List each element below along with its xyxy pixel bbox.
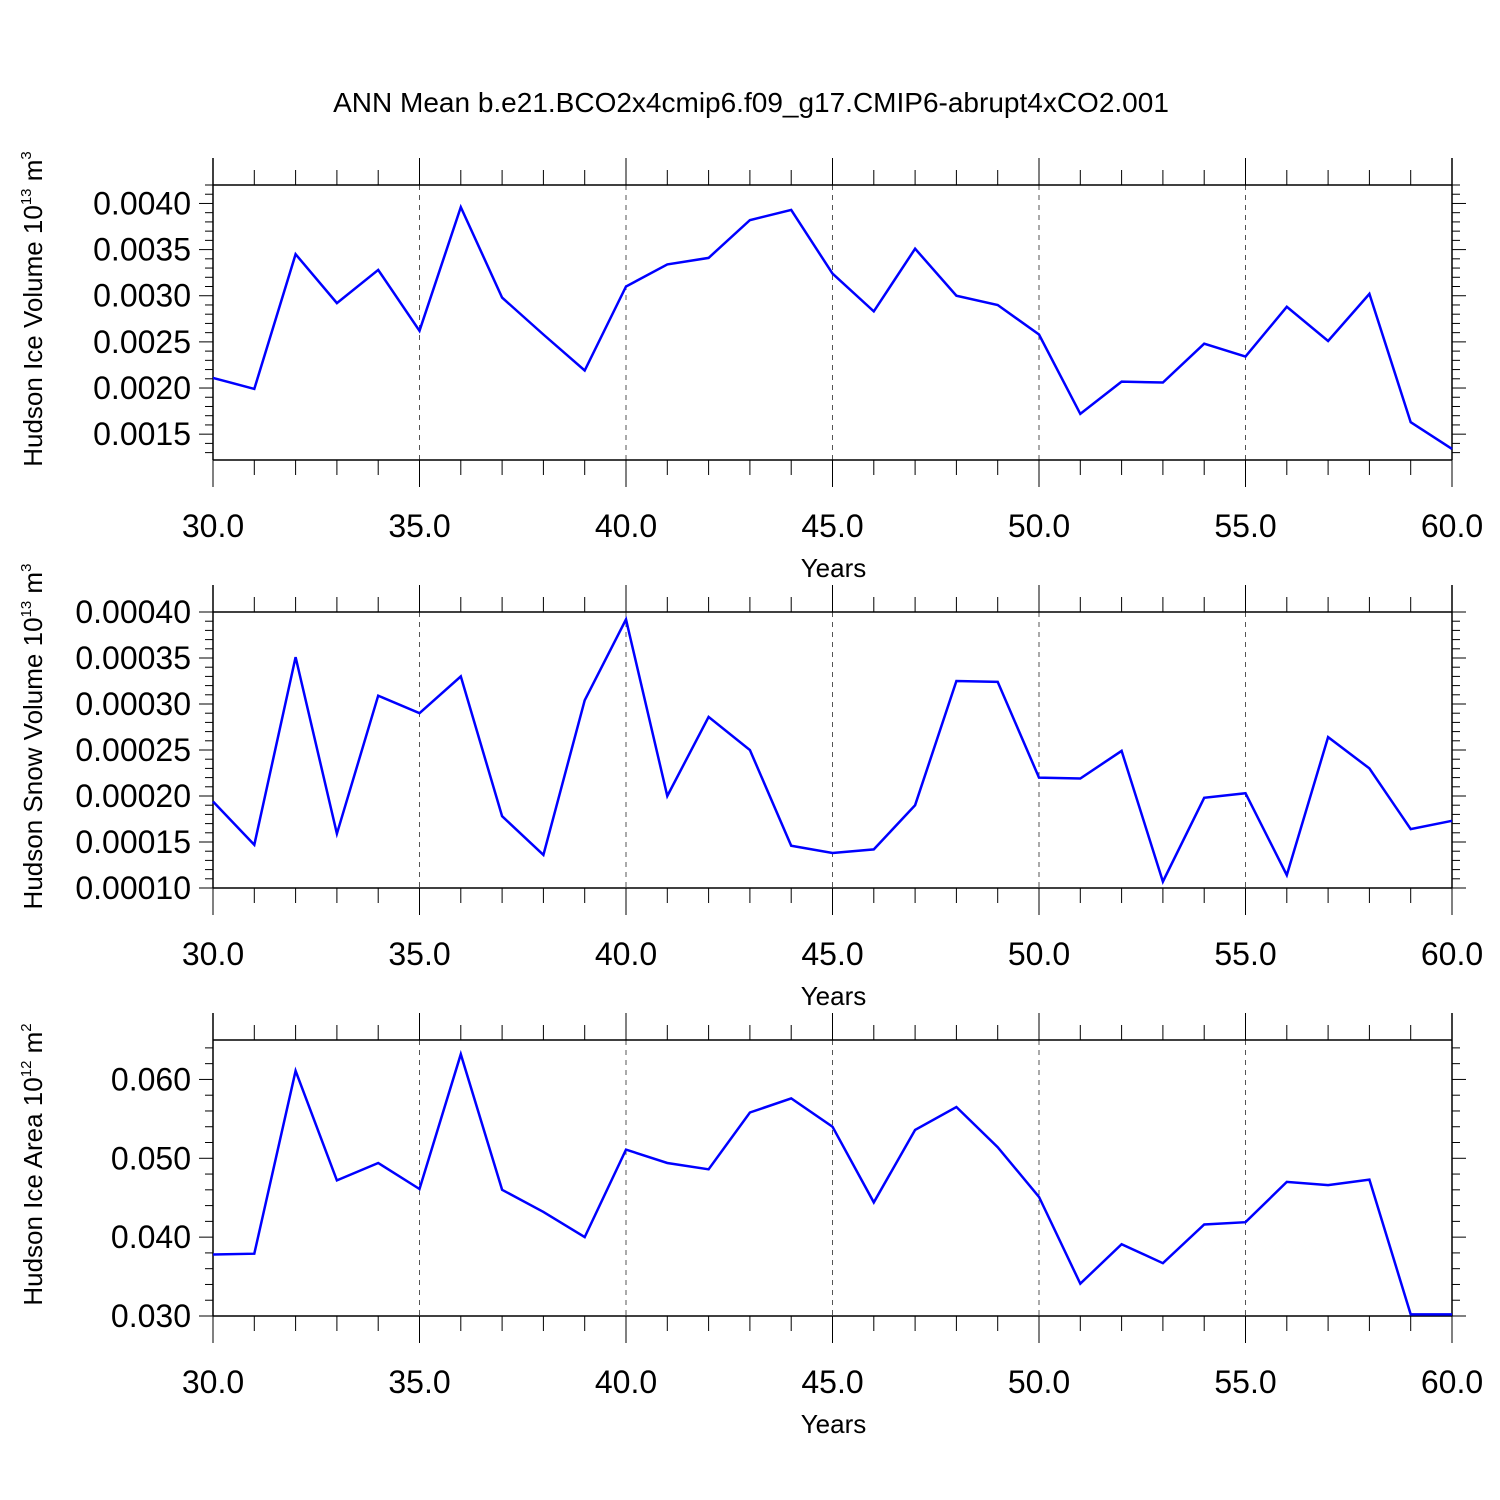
y-tick-label: 0.0030 bbox=[93, 278, 191, 314]
y-tick-label: 0.040 bbox=[111, 1219, 191, 1255]
y-tick-label: 0.0020 bbox=[93, 370, 191, 406]
y-tick-label: 0.0025 bbox=[93, 324, 191, 360]
x-tick-label: 30.0 bbox=[182, 936, 244, 972]
x-tick-label: 35.0 bbox=[388, 936, 450, 972]
x-axis-title: Years bbox=[801, 553, 867, 583]
y-tick-label: 0.00020 bbox=[75, 778, 191, 814]
series-line bbox=[212, 1049, 1452, 1316]
x-tick-label: 45.0 bbox=[801, 508, 863, 544]
x-tick-label: 40.0 bbox=[595, 1364, 657, 1400]
panel-1: 0.0015 0.0020 0.0025 0.0030 0.0035 0.0040 30.0… bbox=[18, 151, 1483, 583]
x-tick-label: 30.0 bbox=[182, 508, 244, 544]
panel-3: 0.030 0.040 0.050 0.060 30.0 35.0 40.0 45.0 50.0… bbox=[18, 1013, 1483, 1439]
x-tick-label: 50.0 bbox=[1008, 936, 1070, 972]
y-tick-label: 0.050 bbox=[111, 1140, 191, 1176]
y-tick-label: 0.00040 bbox=[75, 594, 191, 630]
y-axis-title: Hudson Ice Area 1012 m2 bbox=[18, 1023, 48, 1305]
x-tick-label: 40.0 bbox=[595, 508, 657, 544]
y-tick-label: 0.060 bbox=[111, 1061, 191, 1097]
x-axis-title: Years bbox=[801, 981, 867, 1011]
y-tick-label: 0.00030 bbox=[75, 686, 191, 722]
x-tick-label: 30.0 bbox=[182, 1364, 244, 1400]
y-tick-label: 0.00010 bbox=[75, 870, 191, 906]
x-tick-label: 35.0 bbox=[388, 1364, 450, 1400]
x-tick-label: 55.0 bbox=[1214, 508, 1276, 544]
y-tick-label: 0.00025 bbox=[75, 732, 191, 768]
y-axis-title: Hudson Snow Volume 1013 m3 bbox=[18, 564, 48, 910]
y-axis-title: Hudson Ice Volume 1013 m3 bbox=[18, 151, 48, 467]
x-tick-label: 35.0 bbox=[388, 508, 450, 544]
chart-title: ANN Mean b.e21.BCO2x4cmip6.f09_g17.CMIP6… bbox=[333, 87, 1169, 118]
y-tick-label: 0.030 bbox=[111, 1298, 191, 1334]
series-line bbox=[212, 203, 1453, 450]
y-tick-label: 0.00035 bbox=[75, 640, 191, 676]
x-tick-label: 40.0 bbox=[595, 936, 657, 972]
x-axis-title: Years bbox=[801, 1409, 867, 1439]
y-tick-label: 0.0015 bbox=[93, 416, 191, 452]
x-tick-label: 50.0 bbox=[1008, 508, 1070, 544]
panel-2: 0.00010 0.00015 0.00020 0.00025 0.00030 0.000… bbox=[18, 564, 1483, 1011]
x-tick-label: 55.0 bbox=[1214, 936, 1276, 972]
x-tick-label: 60.0 bbox=[1421, 1364, 1483, 1400]
x-tick-label: 60.0 bbox=[1421, 936, 1483, 972]
x-tick-label: 45.0 bbox=[801, 936, 863, 972]
x-tick-label: 45.0 bbox=[801, 1364, 863, 1400]
x-tick-label: 50.0 bbox=[1008, 1364, 1070, 1400]
series-line bbox=[212, 615, 1453, 885]
y-tick-label: 0.0035 bbox=[93, 232, 191, 268]
x-tick-label: 60.0 bbox=[1421, 508, 1483, 544]
y-tick-label: 0.0040 bbox=[93, 185, 191, 221]
x-tick-label: 55.0 bbox=[1214, 1364, 1276, 1400]
y-tick-label: 0.00015 bbox=[75, 824, 191, 860]
